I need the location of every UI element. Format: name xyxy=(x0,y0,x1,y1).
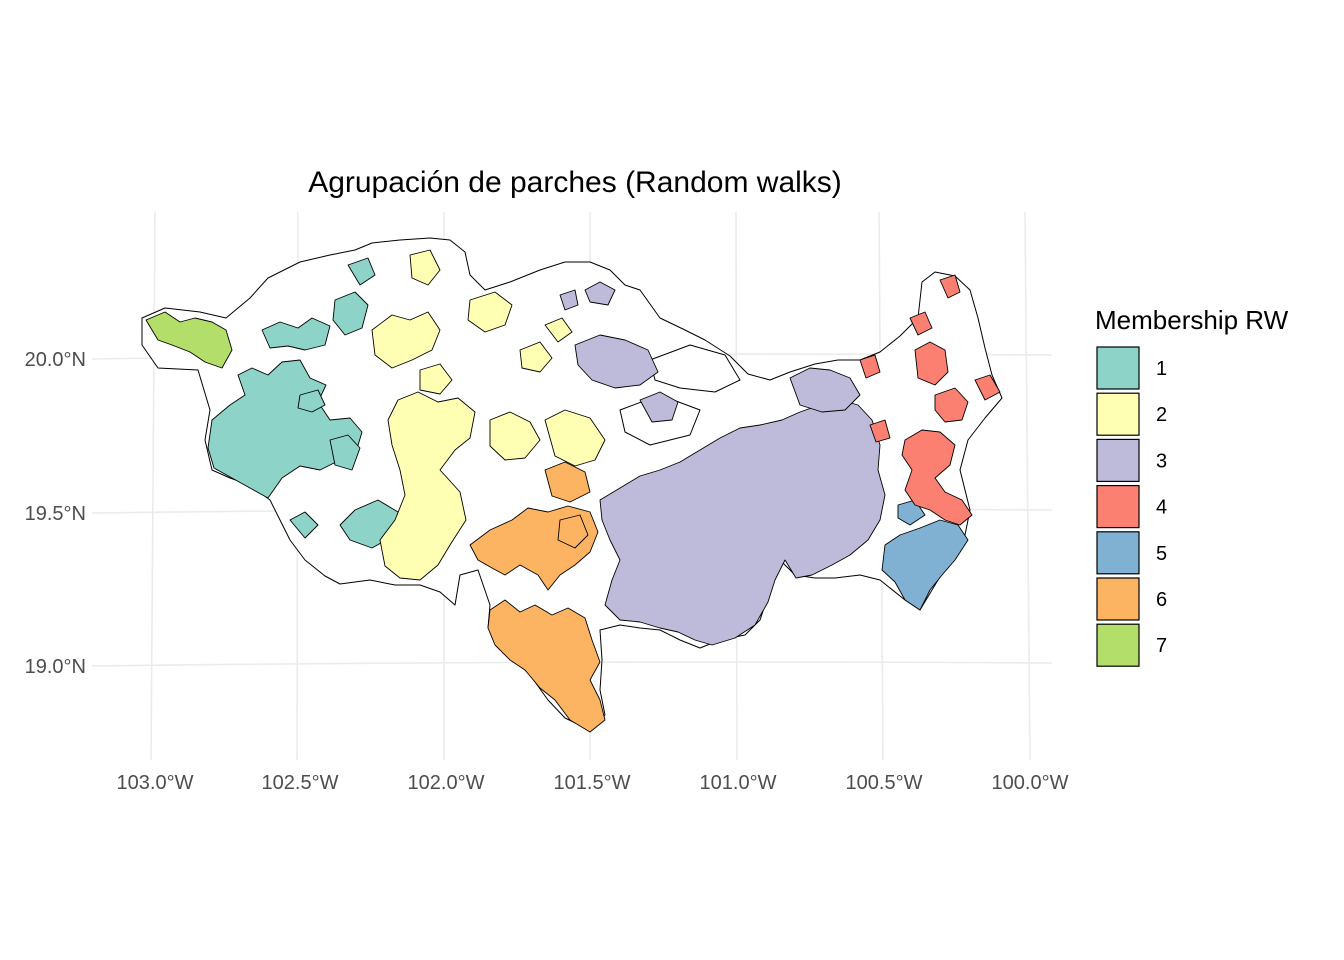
patch-cluster-4 xyxy=(934,387,969,423)
patch-cluster-6 xyxy=(544,461,591,503)
x-tick-label: 103.0°W xyxy=(117,772,194,794)
x-tick-label: 102.5°W xyxy=(262,772,339,794)
patch-cluster-3 xyxy=(559,289,579,311)
patch-cluster-1 xyxy=(261,317,331,351)
patch-cluster-6 xyxy=(487,599,606,733)
patch-cluster-1 xyxy=(347,257,376,286)
patch-cluster-3 xyxy=(789,367,861,413)
patch-cluster-4 xyxy=(909,311,933,336)
legend-swatch-2 xyxy=(1096,392,1140,436)
patch-cluster-1 xyxy=(289,511,319,539)
y-tick-label: 19.0°N xyxy=(25,656,86,678)
legend-title: Membership RW xyxy=(1095,305,1289,335)
map-title: Agrupación de parches (Random walks) xyxy=(308,166,842,199)
patch-cluster-2 xyxy=(489,411,541,461)
x-tick-label: 102.0°W xyxy=(408,772,485,794)
x-tick-label: 100.0°W xyxy=(992,772,1069,794)
patch-cluster-5 xyxy=(881,519,969,611)
patch-cluster-3 xyxy=(584,281,616,306)
patch-cluster-2 xyxy=(467,291,513,333)
patch-cluster-4 xyxy=(974,374,1001,401)
patch-cluster-1 xyxy=(332,291,369,336)
legend-label-4: 4 xyxy=(1156,497,1167,519)
patch-cluster-1 xyxy=(297,389,326,413)
patch-cluster-2 xyxy=(519,341,553,373)
y-tick-label: 19.5°N xyxy=(25,503,86,525)
legend-swatch-5 xyxy=(1096,531,1140,575)
interior-lake xyxy=(649,344,741,393)
x-tick-label: 100.5°W xyxy=(846,772,923,794)
patch-cluster-3 xyxy=(574,334,659,389)
patch-cluster-4 xyxy=(901,429,973,526)
patch-cluster-4 xyxy=(939,274,961,299)
patch-cluster-3 xyxy=(639,391,679,423)
patch-cluster-2 xyxy=(379,391,476,581)
patch-cluster-2 xyxy=(419,363,453,395)
legend-swatch-7 xyxy=(1096,623,1140,667)
meridian-103 xyxy=(150,211,156,761)
legend-swatch-3 xyxy=(1096,438,1140,482)
patch-cluster-1 xyxy=(329,434,361,471)
legend-label-6: 6 xyxy=(1156,589,1167,611)
patch-cluster-4 xyxy=(859,354,881,379)
legend-label-2: 2 xyxy=(1156,404,1167,426)
y-tick-label: 20.0°N xyxy=(25,349,86,371)
patch-cluster-4 xyxy=(914,341,949,386)
legend-swatch-1 xyxy=(1096,346,1140,390)
legend: Membership RW 1 2 3 4 5 6 7 xyxy=(1095,305,1289,667)
patch-cluster-2 xyxy=(371,311,441,369)
legend-swatch-6 xyxy=(1096,577,1140,621)
x-tick-label: 101.0°W xyxy=(700,772,777,794)
legend-items: 1 2 3 4 5 6 7 xyxy=(1096,346,1167,667)
legend-label-3: 3 xyxy=(1156,450,1167,472)
patch-cluster-7 xyxy=(145,311,233,369)
legend-label-5: 5 xyxy=(1156,543,1167,565)
cluster-patches xyxy=(145,249,1001,733)
patch-cluster-2 xyxy=(544,317,573,343)
patch-cluster-4 xyxy=(869,419,891,443)
meridian-100 xyxy=(1024,211,1031,761)
patch-cluster-2 xyxy=(544,409,606,467)
y-axis-ticks: 20.0°N 19.5°N 19.0°N xyxy=(25,349,86,678)
legend-swatch-4 xyxy=(1096,485,1140,529)
patch-cluster-3 xyxy=(599,399,886,646)
patch-cluster-2 xyxy=(409,249,441,286)
x-tick-label: 101.5°W xyxy=(554,772,631,794)
patch-cluster-6 xyxy=(557,514,589,549)
patch-cluster-1 xyxy=(207,359,363,499)
x-axis-ticks: 103.0°W 102.5°W 102.0°W 101.5°W 101.0°W … xyxy=(117,772,1069,794)
legend-label-7: 7 xyxy=(1156,635,1167,657)
legend-label-1: 1 xyxy=(1156,358,1167,380)
